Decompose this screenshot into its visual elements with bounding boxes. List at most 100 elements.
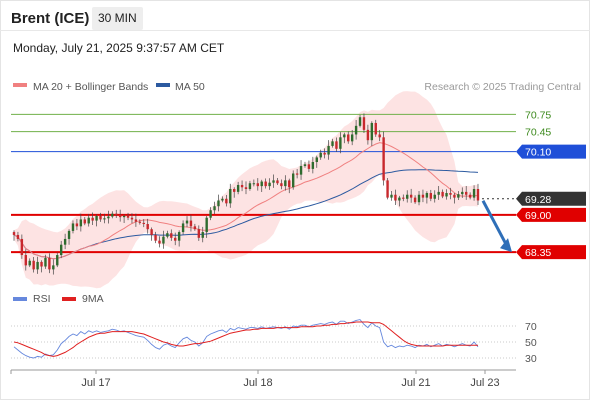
candle-body bbox=[417, 194, 421, 203]
level-label-68.35: 68.35 bbox=[525, 247, 551, 259]
candle-body bbox=[166, 233, 169, 237]
candle-body bbox=[284, 180, 287, 187]
candle-body bbox=[335, 141, 338, 149]
candle-body bbox=[87, 217, 90, 224]
candle-body bbox=[170, 233, 173, 238]
candle-body bbox=[205, 217, 208, 233]
candle-body bbox=[256, 183, 259, 187]
instrument-title: Brent (ICE) bbox=[11, 10, 90, 27]
candle-body bbox=[79, 219, 83, 227]
candle-body bbox=[347, 134, 350, 142]
candle-body bbox=[350, 134, 354, 142]
candle-body bbox=[394, 194, 397, 201]
candle-body bbox=[95, 215, 98, 221]
candle-body bbox=[307, 164, 311, 169]
candle-body bbox=[59, 244, 63, 256]
candle-body bbox=[425, 193, 429, 198]
candle-body bbox=[280, 183, 283, 187]
level-label-70.45: 70.45 bbox=[525, 127, 551, 139]
rsi-legend-swatch bbox=[13, 297, 27, 301]
candle-body bbox=[295, 173, 299, 175]
level-tag-69.00 bbox=[516, 207, 586, 222]
candle-body bbox=[402, 197, 405, 199]
credit-label: Research © 2025 Trading Central bbox=[424, 81, 581, 93]
timestamp: Monday, July 21, 2025 9:37:57 AM CET bbox=[13, 41, 225, 55]
candle-body bbox=[276, 180, 279, 184]
x-tick-label: Jul 21 bbox=[401, 377, 430, 389]
candle-body bbox=[429, 193, 433, 199]
level-tag-70.10 bbox=[516, 144, 586, 159]
candle-body bbox=[327, 145, 330, 155]
candle-body bbox=[83, 219, 86, 224]
candle-body bbox=[71, 223, 75, 231]
candle-body bbox=[433, 194, 436, 199]
candle-body bbox=[465, 191, 468, 195]
level-label-70.10: 70.10 bbox=[525, 147, 551, 159]
candle-body bbox=[437, 191, 440, 195]
candle-body bbox=[343, 134, 346, 138]
ma20-legend-swatch bbox=[13, 83, 27, 87]
candle-body bbox=[56, 255, 59, 266]
candle-body bbox=[248, 183, 252, 189]
candle-body bbox=[36, 261, 39, 270]
rsi-tick-50: 50 bbox=[525, 337, 537, 349]
candle-body bbox=[126, 215, 130, 218]
candle-body bbox=[233, 189, 236, 192]
candle-body bbox=[138, 221, 142, 223]
candle-body bbox=[40, 261, 43, 267]
candle-body bbox=[406, 194, 409, 199]
candle-body bbox=[75, 223, 79, 227]
candle-body bbox=[130, 217, 134, 220]
candle-body bbox=[63, 238, 67, 245]
candle-body bbox=[299, 166, 303, 175]
candle-body bbox=[409, 194, 413, 198]
level-tag-69.28 bbox=[516, 191, 586, 206]
candle-body bbox=[146, 224, 149, 230]
ma9-legend-label: 9MA bbox=[82, 293, 104, 305]
candle-body bbox=[244, 187, 248, 189]
candle-body bbox=[32, 260, 35, 270]
candle-body bbox=[445, 193, 448, 197]
candle-body bbox=[134, 219, 138, 222]
candle-body bbox=[52, 265, 55, 270]
candle-body bbox=[142, 222, 145, 225]
candle-body bbox=[99, 215, 102, 220]
level-label-69.28: 69.28 bbox=[525, 194, 551, 206]
candle-body bbox=[12, 232, 16, 235]
candle-body bbox=[288, 180, 291, 188]
candle-body bbox=[272, 180, 275, 183]
candle-body bbox=[240, 184, 244, 188]
candle-body bbox=[390, 194, 393, 198]
candle-body bbox=[201, 232, 204, 238]
candle-body bbox=[154, 234, 157, 241]
candle-body bbox=[268, 182, 271, 187]
candle-body bbox=[358, 117, 362, 126]
candle-body bbox=[260, 181, 263, 187]
candle-body bbox=[221, 198, 224, 201]
candle-body bbox=[386, 180, 389, 198]
candle-body bbox=[453, 194, 456, 198]
rsi-tick-70: 70 bbox=[525, 321, 537, 333]
timeframe-badge[interactable]: 30 MIN bbox=[92, 7, 143, 30]
x-tick-label: Jul 23 bbox=[470, 377, 499, 389]
candle-body bbox=[24, 255, 27, 266]
candle-body bbox=[319, 152, 322, 158]
candle-body bbox=[461, 191, 464, 195]
candle-body bbox=[311, 162, 315, 169]
candle-body bbox=[236, 184, 240, 192]
rsi-line bbox=[13, 319, 479, 359]
header: Brent (ICE) 30 MIN bbox=[0, 0, 590, 36]
candle-body bbox=[103, 218, 106, 220]
candle-body bbox=[91, 217, 94, 221]
candle-body bbox=[366, 129, 370, 141]
candle-body bbox=[150, 229, 153, 235]
candle-body bbox=[441, 191, 444, 197]
candle-body bbox=[67, 230, 71, 239]
candle-body bbox=[162, 236, 165, 244]
ma50-legend-label: MA 50 bbox=[175, 81, 205, 93]
candle-body bbox=[398, 197, 401, 201]
candle-body bbox=[476, 189, 480, 201]
candle-body bbox=[107, 216, 110, 219]
candle-body bbox=[413, 197, 417, 203]
